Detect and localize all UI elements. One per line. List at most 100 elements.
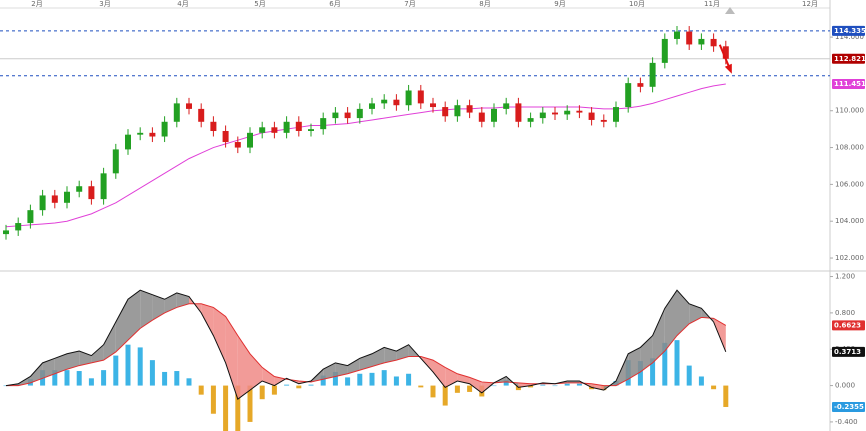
histogram-bar bbox=[296, 385, 302, 389]
dif-label: 0.3713 bbox=[834, 348, 861, 356]
candle-body bbox=[369, 103, 375, 109]
candle-body bbox=[112, 149, 119, 174]
level-label: 114.335 bbox=[834, 27, 866, 35]
macd-fill bbox=[347, 358, 360, 374]
histogram-bar bbox=[430, 385, 436, 398]
candle-body bbox=[625, 83, 632, 108]
candle-body bbox=[393, 99, 400, 106]
candle-body bbox=[613, 107, 619, 122]
candle-body bbox=[308, 129, 314, 131]
candle-body bbox=[600, 119, 607, 122]
histogram-bar bbox=[137, 347, 143, 386]
month-label: 8月 bbox=[479, 0, 490, 8]
candle-body bbox=[674, 31, 680, 39]
histogram-bar bbox=[723, 385, 729, 407]
macd-fill bbox=[335, 362, 348, 377]
candle-body bbox=[198, 108, 205, 122]
candle-body bbox=[344, 112, 351, 119]
candle-body bbox=[649, 62, 656, 87]
dif-label-box bbox=[832, 346, 865, 357]
histogram-bar bbox=[552, 385, 558, 387]
candle-body bbox=[39, 195, 46, 211]
candle-body bbox=[283, 121, 290, 133]
candle-body bbox=[161, 121, 168, 137]
macd-fill bbox=[372, 347, 385, 367]
histogram-bar bbox=[320, 375, 326, 386]
macd-fill bbox=[225, 316, 238, 400]
candle-body bbox=[186, 103, 192, 109]
candle-body bbox=[454, 105, 461, 117]
month-label: 10月 bbox=[629, 0, 645, 8]
histogram-bar bbox=[637, 361, 643, 386]
y-tick-label: 102.000 bbox=[835, 254, 864, 262]
candle-body bbox=[320, 118, 327, 130]
macd-fill bbox=[213, 307, 226, 363]
histogram-bar bbox=[308, 384, 314, 386]
macd-fill bbox=[152, 294, 165, 321]
candle-body bbox=[234, 142, 241, 148]
candle-body bbox=[417, 90, 424, 104]
candle-body bbox=[381, 99, 388, 104]
macd-fill bbox=[664, 290, 677, 352]
candle-body bbox=[698, 38, 705, 45]
candle-body bbox=[295, 121, 302, 131]
month-label: 3月 bbox=[99, 0, 110, 8]
macd-fill bbox=[359, 353, 372, 371]
candle-body bbox=[442, 107, 449, 117]
candle-body bbox=[356, 108, 363, 119]
histogram-bar bbox=[113, 355, 119, 386]
histogram-bar bbox=[467, 385, 473, 392]
histogram-bar bbox=[564, 383, 570, 386]
macd-tick-label: 1.200 bbox=[835, 273, 855, 281]
histogram-bar bbox=[125, 344, 131, 386]
histogram-bar bbox=[357, 373, 363, 386]
macd-fill bbox=[323, 362, 336, 380]
macd-fill bbox=[262, 367, 275, 386]
macd-fill bbox=[250, 353, 263, 391]
collapse-icon[interactable] bbox=[725, 7, 735, 14]
month-label: 9月 bbox=[554, 0, 565, 8]
month-label: 12月 bbox=[802, 0, 818, 8]
histogram-bar bbox=[345, 377, 351, 386]
candle-body bbox=[527, 118, 534, 122]
candle-body bbox=[722, 46, 729, 59]
candle-body bbox=[27, 210, 34, 224]
month-label: 7月 bbox=[404, 0, 415, 8]
histogram-bar bbox=[247, 385, 253, 422]
candle-body bbox=[466, 105, 473, 113]
trend-arrow bbox=[718, 44, 731, 70]
histogram-bar bbox=[271, 385, 277, 395]
candle-body bbox=[503, 103, 510, 109]
candle-body bbox=[637, 83, 644, 87]
candle-body bbox=[405, 90, 412, 106]
dea-label: 0.6623 bbox=[834, 321, 861, 329]
candle-body bbox=[271, 127, 278, 133]
histogram-bar bbox=[393, 376, 399, 386]
histogram-bar bbox=[711, 385, 717, 390]
y-tick-label: 104.000 bbox=[835, 217, 864, 225]
histogram-bar bbox=[101, 370, 107, 386]
candle-body bbox=[564, 110, 571, 115]
candle-body bbox=[173, 103, 180, 122]
macd-tick-label: -0.400 bbox=[835, 418, 858, 426]
histogram-bar bbox=[235, 385, 241, 431]
candle-body bbox=[576, 110, 583, 113]
y-tick-label: 108.000 bbox=[835, 144, 864, 152]
histogram-bar bbox=[64, 370, 70, 386]
histogram-bar bbox=[503, 380, 509, 386]
candle-body bbox=[478, 112, 485, 122]
hist-label: -0.2355 bbox=[834, 403, 864, 411]
macd-fill bbox=[433, 360, 446, 388]
histogram-bar bbox=[418, 385, 424, 388]
y-tick-label: 114.000 bbox=[835, 33, 864, 41]
candle-body bbox=[51, 195, 58, 203]
histogram-bar bbox=[381, 370, 387, 386]
candle-body bbox=[259, 127, 266, 133]
macd-fill bbox=[115, 299, 128, 352]
macd-fill bbox=[42, 358, 55, 379]
histogram-bar bbox=[88, 378, 94, 386]
y-tick-label: 106.000 bbox=[835, 180, 864, 188]
candle-body bbox=[15, 223, 22, 231]
